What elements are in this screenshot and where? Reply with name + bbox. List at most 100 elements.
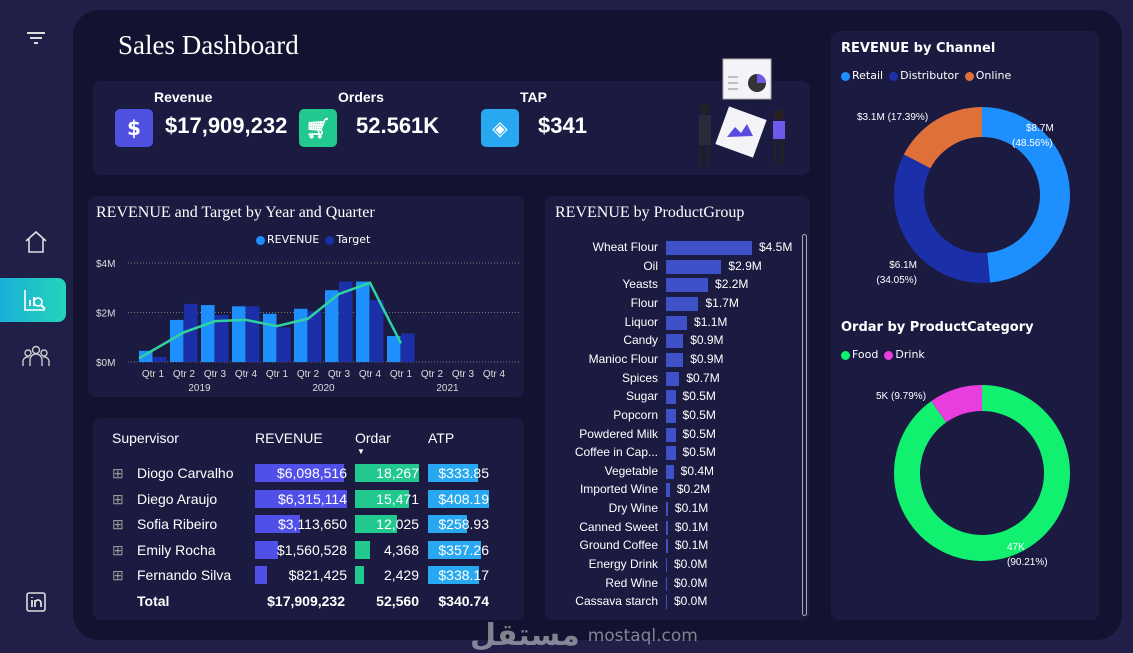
- expand-icon[interactable]: ⊞: [112, 541, 124, 558]
- product-row[interactable]: Imported Wine $0.2M: [579, 482, 711, 498]
- bar-revenue[interactable]: [356, 281, 370, 362]
- bar-target[interactable]: [308, 311, 322, 362]
- bar-target[interactable]: [246, 306, 260, 362]
- product-row[interactable]: Manioc Flour $0.9M: [588, 351, 724, 367]
- table-total-row: Total $17,909,232 52,560 $340.74: [137, 593, 489, 609]
- product-row[interactable]: Liquor $1.1M: [624, 314, 728, 330]
- product-bar: [666, 483, 670, 498]
- product-row[interactable]: Dry Wine $0.1M: [608, 501, 709, 517]
- linkedin-icon[interactable]: [26, 592, 46, 616]
- product-bar: [666, 334, 684, 349]
- product-row[interactable]: Candy $0.9M: [623, 333, 724, 349]
- donut-panel: REVENUE by Channel Retail Distributor Onli…: [831, 31, 1099, 620]
- product-row[interactable]: Canned Sweet $0.1M: [579, 519, 709, 535]
- bar-target[interactable]: [339, 281, 353, 362]
- expand-icon[interactable]: ⊞: [112, 567, 124, 583]
- product-row[interactable]: Popcorn $0.5M: [613, 407, 716, 423]
- product-bar: [666, 427, 676, 442]
- dollar-icon: $: [115, 109, 153, 147]
- col-header-ordar[interactable]: Ordar: [355, 430, 391, 446]
- product-bar: [666, 464, 674, 479]
- table-row[interactable]: ⊞ Diego Araujo $6,315,114 15,471 $408.19: [93, 488, 524, 510]
- product-row[interactable]: Yeasts $2.2M: [622, 277, 749, 293]
- expand-icon[interactable]: ⊞: [112, 465, 124, 481]
- legend-drink[interactable]: Drink: [884, 348, 925, 361]
- x-tick-label: Qtr 2: [173, 369, 196, 380]
- home-icon[interactable]: [23, 229, 49, 259]
- product-row[interactable]: Cassava starch $0.0M: [575, 594, 708, 610]
- product-bar: [666, 241, 752, 255]
- legend-revenue[interactable]: REVENUE: [256, 233, 319, 246]
- data-label: $3.1M (17.39%): [857, 112, 928, 123]
- bar-target[interactable]: [277, 327, 291, 362]
- legend-food[interactable]: Food: [841, 348, 878, 361]
- bar-revenue[interactable]: [325, 290, 339, 362]
- legend-retail[interactable]: Retail: [841, 69, 883, 82]
- product-bar: [666, 371, 680, 386]
- legend-online[interactable]: Online: [964, 69, 1011, 82]
- legend-distributor[interactable]: Distributor: [889, 69, 959, 82]
- year-label: 2019: [188, 383, 211, 394]
- bar-revenue[interactable]: [232, 306, 246, 362]
- product-row[interactable]: Powdered Milk $0.5M: [579, 426, 716, 442]
- col-header-revenue[interactable]: REVENUE: [255, 430, 323, 446]
- kpi-label: TAP: [520, 89, 547, 105]
- product-bar: [666, 539, 668, 554]
- x-tick-label: Qtr 4: [235, 369, 258, 380]
- x-tick-label: Qtr 4: [483, 369, 506, 380]
- sidebar-item-analysis[interactable]: [0, 278, 66, 322]
- chart-title: Ordar by ProductCategory: [841, 320, 1034, 335]
- slice-distributor[interactable]: [894, 154, 990, 283]
- bar-target[interactable]: [184, 303, 198, 362]
- bar-target[interactable]: [370, 300, 384, 362]
- col-header-supervisor[interactable]: Supervisor: [112, 430, 179, 446]
- atp-bar: [428, 489, 489, 508]
- scrollbar[interactable]: [802, 234, 807, 616]
- kpi-label: Orders: [338, 89, 384, 105]
- product-row[interactable]: Flour $1.7M: [630, 295, 739, 311]
- bar-target[interactable]: [401, 333, 415, 362]
- product-row[interactable]: Vegetable $0.4M: [604, 463, 714, 479]
- product-bar: [666, 390, 676, 405]
- slice-online[interactable]: [903, 107, 982, 169]
- atp-bar: [428, 540, 482, 559]
- price-tag-icon: ◈: [481, 109, 519, 147]
- product-row[interactable]: Sugar $0.5M: [625, 389, 716, 405]
- product-row[interactable]: Energy Drink $0.0M: [588, 557, 708, 573]
- table-row[interactable]: ⊞ Emily Rocha $1,560,528 4,368 $357.26: [93, 539, 524, 561]
- revenue-target-chart-card: [88, 196, 524, 397]
- expand-icon[interactable]: ⊞: [112, 490, 124, 507]
- product-row[interactable]: Ground Coffee $0.1M: [579, 538, 709, 554]
- chart-title: REVENUE and Target by Year and Quarter: [96, 204, 375, 221]
- table-row[interactable]: ⊞ Sofia Ribeiro $3,113,650 12,025 $258.9…: [93, 513, 524, 535]
- people-icon[interactable]: [22, 344, 50, 372]
- product-row[interactable]: Oil $2.9M: [643, 258, 762, 274]
- expand-icon[interactable]: ⊞: [112, 516, 124, 532]
- col-header-atp[interactable]: ATP: [428, 430, 455, 446]
- bar-revenue[interactable]: [170, 319, 184, 362]
- slice-drink[interactable]: [931, 385, 982, 423]
- bar-revenue[interactable]: [139, 350, 153, 362]
- bar-revenue[interactable]: [201, 305, 215, 362]
- data-label: (34.05%): [876, 275, 917, 286]
- product-row[interactable]: Red Wine $0.0M: [605, 575, 708, 591]
- product-bar: [666, 502, 668, 517]
- bar-revenue[interactable]: [387, 336, 401, 362]
- table-row[interactable]: ⊞ Fernando Silva $821,425 2,429 $338.17: [93, 564, 524, 586]
- y-tick-label: $0M: [96, 358, 115, 369]
- x-tick-label: Qtr 1: [142, 369, 165, 380]
- bar-target[interactable]: [153, 357, 167, 362]
- table-row[interactable]: ⊞ Diogo Carvalho $6,098,516 18,267 $333.…: [93, 462, 524, 484]
- product-row[interactable]: Coffee in Cap... $0.5M: [574, 445, 716, 461]
- bar-revenue[interactable]: [294, 308, 308, 362]
- bar-target[interactable]: [215, 314, 229, 362]
- legend-target[interactable]: Target: [325, 233, 370, 246]
- orders-bar: [355, 540, 371, 559]
- slice-food[interactable]: [893, 385, 1070, 561]
- slice-retail[interactable]: [982, 107, 1070, 283]
- filter-icon[interactable]: [26, 30, 46, 50]
- product-row[interactable]: Spices $0.7M: [621, 370, 720, 386]
- product-row[interactable]: Wheat Flour $4.5M: [592, 240, 793, 255]
- category-legend: Food Drink: [841, 348, 925, 361]
- bar-revenue[interactable]: [263, 313, 277, 362]
